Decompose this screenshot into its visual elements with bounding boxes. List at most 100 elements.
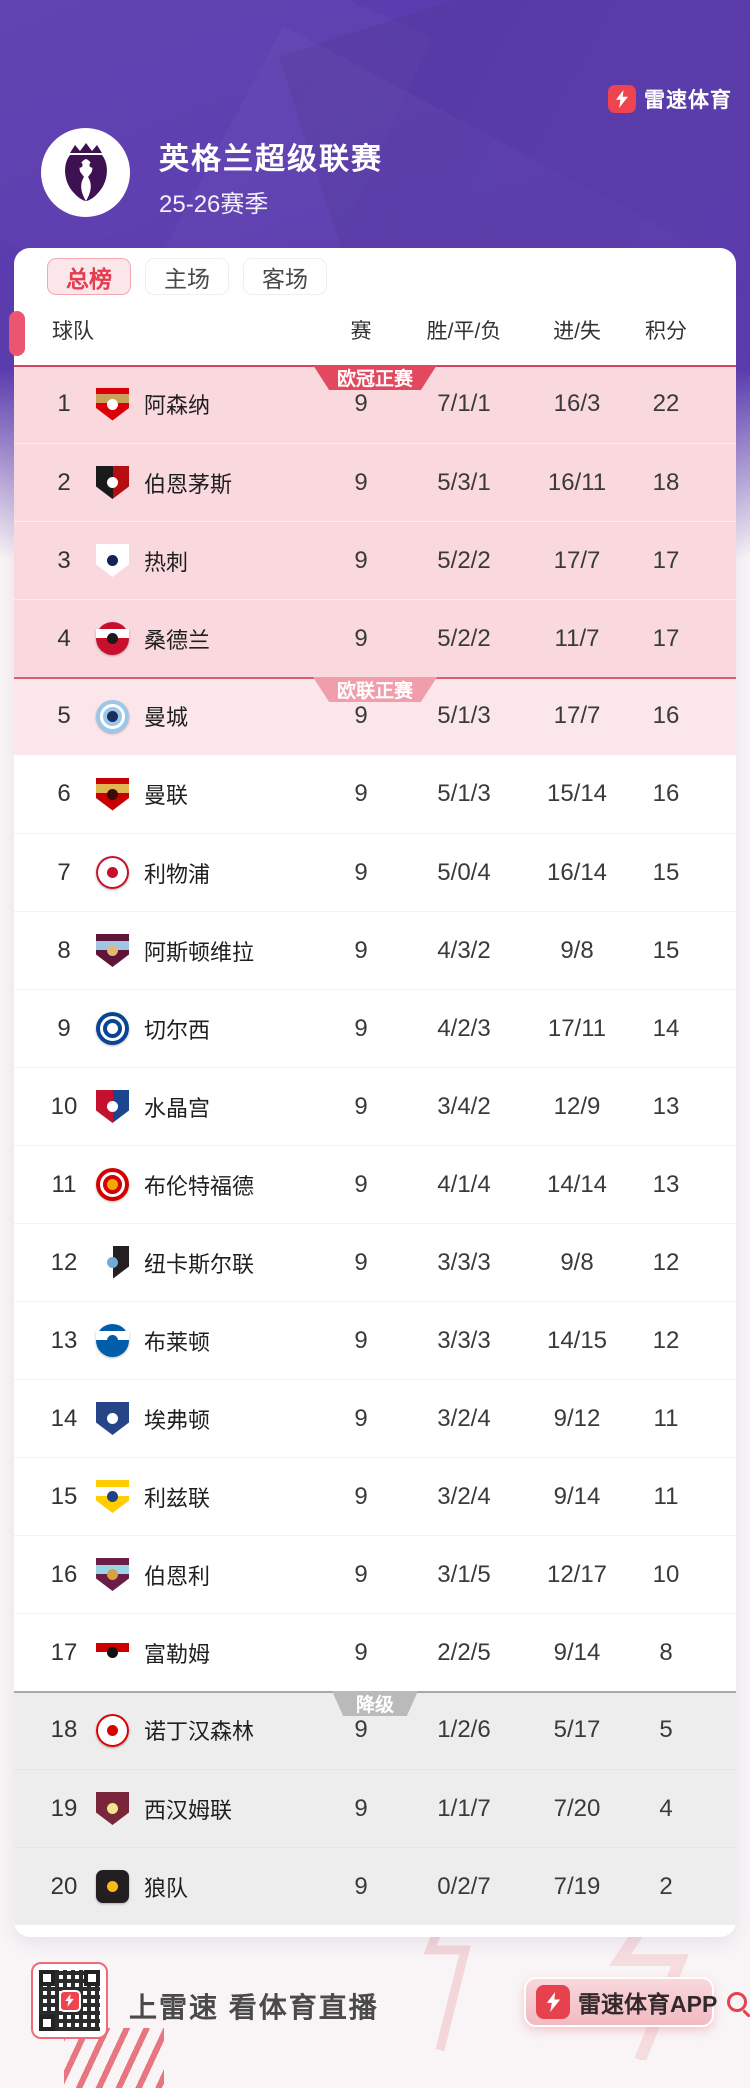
column-header-2: 胜/平/负 xyxy=(426,320,502,343)
team-row-west-ham[interactable]: 19 西汉姆联 9 1/1/7 7/20 4 xyxy=(14,1769,736,1847)
team-row-tottenham[interactable]: 3 热刺 9 5/2/2 17/7 17 xyxy=(14,521,736,599)
team-row-bournemouth[interactable]: 2 伯恩茅斯 9 5/3/1 16/11 18 xyxy=(14,443,736,521)
team-goals-for-against: 17/7 xyxy=(553,702,601,729)
team-played: 9 xyxy=(354,390,368,417)
everton-crest-icon xyxy=(96,1402,129,1435)
team-win-draw-loss: 3/2/4 xyxy=(437,1404,491,1432)
team-rank: 5 xyxy=(57,702,71,729)
team-win-draw-loss: 5/1/3 xyxy=(437,780,491,807)
team-played: 9 xyxy=(354,1092,368,1120)
team-row-liverpool[interactable]: 7 利物浦 9 5/0/4 16/14 15 xyxy=(14,833,736,911)
team-row-crystal-palace[interactable]: 10 水晶宫 9 3/4/2 12/9 13 xyxy=(14,1067,736,1145)
team-points: 14 xyxy=(652,1014,680,1042)
team-name: 伯恩利 xyxy=(144,1563,211,1589)
team-goals-for-against: 14/15 xyxy=(546,1326,608,1354)
team-row-arsenal[interactable]: 1 阿森纳 9 7/1/1 16/3 22 xyxy=(14,365,736,443)
team-win-draw-loss: 3/3/3 xyxy=(437,1326,491,1354)
team-goals-for-against: 17/7 xyxy=(553,546,601,574)
team-points: 2 xyxy=(659,1872,673,1900)
team-row-wolves[interactable]: 20 狼队 9 0/2/7 7/19 2 xyxy=(14,1847,736,1925)
team-played: 9 xyxy=(354,1170,368,1198)
leeds-crest-icon xyxy=(96,1480,129,1513)
team-name: 曼联 xyxy=(144,783,189,808)
standings-card: 总榜 主场 客场 球队 赛 胜/平/负 进/失 积分 欧冠正赛 1 阿森纳 9 7/1/1 16/3 2… xyxy=(14,248,736,1937)
team-points: 13 xyxy=(652,1170,680,1198)
team-win-draw-loss: 5/2/2 xyxy=(437,546,491,574)
team-row-everton[interactable]: 14 埃弗顿 9 3/2/4 9/12 11 xyxy=(14,1379,736,1457)
team-rank: 8 xyxy=(57,936,71,964)
team-played: 9 xyxy=(354,1482,368,1510)
team-points: 17 xyxy=(652,546,680,574)
team-points: 13 xyxy=(652,1092,680,1120)
team-goals-for-against: 9/12 xyxy=(553,1404,601,1432)
league-title: 英格兰超级联赛 xyxy=(159,143,383,176)
chelsea-crest-icon xyxy=(96,1012,129,1045)
crystal-palace-crest-icon xyxy=(96,1090,129,1123)
team-goals-for-against: 5/17 xyxy=(553,1716,601,1743)
team-win-draw-loss: 3/3/3 xyxy=(437,1248,491,1276)
brand-logo: 雷速体育 xyxy=(608,84,732,114)
team-rank: 17 xyxy=(50,1638,78,1666)
team-played: 9 xyxy=(354,936,368,964)
team-row-brighton[interactable]: 13 布莱顿 9 3/3/3 14/15 12 xyxy=(14,1301,736,1379)
team-row-brentford[interactable]: 11 布伦特福德 9 4/1/4 14/14 13 xyxy=(14,1145,736,1223)
team-name: 布莱顿 xyxy=(144,1329,211,1355)
team-row-chelsea[interactable]: 9 切尔西 9 4/2/3 17/11 14 xyxy=(14,989,736,1067)
zone-cl: 欧冠正赛 1 阿森纳 9 7/1/1 16/3 22 2 伯恩茅斯 9 5/3/1 16/11 18 3 热… xyxy=(14,365,736,677)
team-points: 15 xyxy=(652,858,680,886)
team-row-burnley[interactable]: 16 伯恩利 9 3/1/5 12/17 10 xyxy=(14,1535,736,1613)
team-goals-for-against: 12/17 xyxy=(546,1560,608,1588)
team-win-draw-loss: 5/0/4 xyxy=(437,858,491,886)
lightning-bolt-icon xyxy=(608,85,636,113)
team-row-aston-villa[interactable]: 8 阿斯顿维拉 9 4/3/2 9/8 15 xyxy=(14,911,736,989)
team-name: 伯恩茅斯 xyxy=(144,471,233,497)
team-win-draw-loss: 4/2/3 xyxy=(437,1014,491,1042)
team-points: 17 xyxy=(652,624,680,652)
tab-away[interactable]: 客场 xyxy=(243,258,327,295)
team-played: 9 xyxy=(354,1248,368,1276)
team-win-draw-loss: 3/2/4 xyxy=(437,1482,491,1510)
team-goals-for-against: 16/14 xyxy=(546,858,608,886)
team-name: 诺丁汉森林 xyxy=(144,1719,255,1744)
qr-finder-icon xyxy=(39,1970,55,1986)
team-name: 狼队 xyxy=(144,1875,189,1901)
team-rank: 20 xyxy=(50,1872,78,1900)
team-name: 阿斯顿维拉 xyxy=(144,939,255,965)
team-rank: 3 xyxy=(57,546,71,574)
qr-code xyxy=(31,1962,108,2039)
team-row-fulham[interactable]: 17 富勒姆 9 2/2/5 9/14 8 xyxy=(14,1613,736,1691)
tottenham-crest-icon xyxy=(96,544,129,577)
team-goals-for-against: 11/7 xyxy=(554,624,600,652)
team-win-draw-loss: 1/1/7 xyxy=(437,1794,491,1822)
team-row-sunderland[interactable]: 4 桑德兰 9 5/2/2 11/7 17 xyxy=(14,599,736,677)
newcastle-crest-icon xyxy=(96,1246,129,1279)
team-rank: 16 xyxy=(50,1560,78,1588)
team-points: 11 xyxy=(653,1482,679,1510)
team-name: 布伦特福德 xyxy=(144,1173,255,1199)
tab-home[interactable]: 主场 xyxy=(145,258,229,295)
tab-total[interactable]: 总榜 xyxy=(47,258,131,295)
team-row-nottingham-forest[interactable]: 18 诺丁汉森林 9 1/2/6 5/17 5 xyxy=(14,1691,736,1769)
search-icon xyxy=(727,1992,748,2012)
sunderland-crest-icon xyxy=(96,622,129,655)
app-download-button[interactable]: 雷速体育APP xyxy=(524,1977,748,2027)
column-header-0: 球队 xyxy=(52,320,94,343)
team-row-man-united[interactable]: 6 曼联 9 5/1/3 15/14 16 xyxy=(14,755,736,833)
wolves-crest-icon xyxy=(96,1870,129,1903)
team-rank: 4 xyxy=(57,624,71,652)
zone-banner-el: 欧联正赛 xyxy=(312,677,438,702)
team-row-man-city[interactable]: 5 曼城 9 5/1/3 17/7 16 xyxy=(14,677,736,755)
bournemouth-crest-icon xyxy=(96,466,129,499)
team-goals-for-against: 14/14 xyxy=(546,1170,608,1198)
team-points: 5 xyxy=(659,1716,673,1743)
team-rank: 7 xyxy=(57,858,71,886)
team-rank: 15 xyxy=(50,1482,78,1510)
team-row-newcastle[interactable]: 12 纽卡斯尔联 9 3/3/3 9/8 12 xyxy=(14,1223,736,1301)
team-row-leeds[interactable]: 15 利兹联 9 3/2/4 9/14 11 xyxy=(14,1457,736,1535)
fulham-crest-icon xyxy=(96,1636,129,1669)
team-name: 纽卡斯尔联 xyxy=(144,1251,255,1277)
team-win-draw-loss: 5/3/1 xyxy=(437,468,491,496)
team-points: 16 xyxy=(652,702,680,729)
team-points: 15 xyxy=(652,936,680,964)
qr-pattern xyxy=(39,1970,100,2031)
